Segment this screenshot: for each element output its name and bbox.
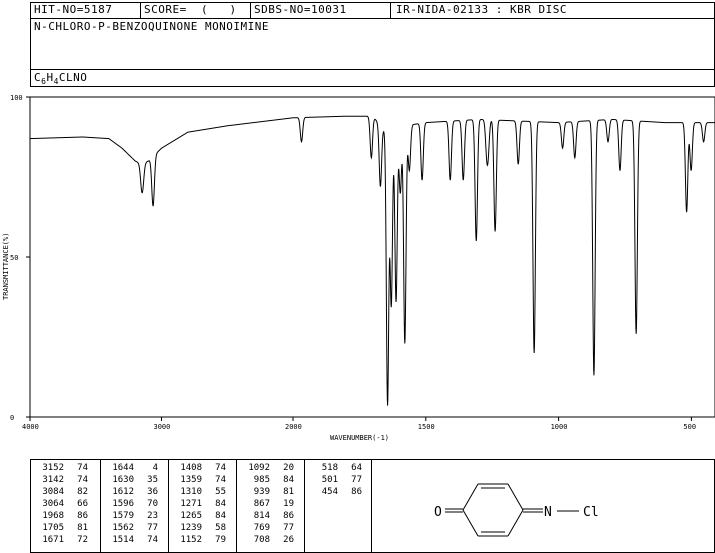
peak-transmittance: 23 (147, 511, 158, 521)
structure-diagram: O N Cl (434, 483, 599, 537)
x-tick-label: 4000 (22, 423, 39, 431)
header-divider-3 (390, 2, 391, 19)
peak-table-col-divider-5 (371, 459, 372, 553)
peak-transmittance: 82 (77, 487, 88, 497)
x-tick-label: 500 (683, 423, 696, 431)
peak-wavenumber: 3152 (42, 463, 64, 473)
peak-wavenumber: 1271 (180, 499, 202, 509)
peak-transmittance: 74 (147, 535, 158, 545)
score: SCORE= ( ) (144, 3, 237, 16)
peak-wavenumber: 1152 (180, 535, 202, 545)
peak-wavenumber: 1596 (112, 499, 134, 509)
peak-transmittance: 72 (77, 535, 88, 545)
peak-table-col-divider-3 (236, 459, 237, 553)
peak-wavenumber: 1265 (180, 511, 202, 521)
peak-transmittance: 79 (215, 535, 226, 545)
peak-wavenumber: 501 (321, 475, 338, 485)
y-tick-label: 50 (10, 254, 18, 262)
peak-wavenumber: 1359 (180, 475, 202, 485)
peak-transmittance: 26 (283, 535, 294, 545)
peak-transmittance: 20 (283, 463, 294, 473)
peak-wavenumber: 518 (321, 463, 338, 473)
hit-number: HIT-NO=5187 (34, 3, 113, 16)
x-axis-label: WAVENUMBER(-1) (330, 434, 389, 442)
ring-bond-4 (507, 509, 524, 537)
peak-wavenumber: 1671 (42, 535, 64, 545)
x-tick-label: 3000 (154, 423, 171, 431)
oxygen-atom-label: O (434, 505, 442, 520)
peak-wavenumber: 939 (253, 487, 270, 497)
peak-wavenumber: 1630 (112, 475, 134, 485)
ring-bond-3 (507, 483, 524, 511)
peak-wavenumber: 1408 (180, 463, 202, 473)
peak-transmittance: 55 (215, 487, 226, 497)
peak-transmittance: 74 (215, 475, 226, 485)
y-tick-label: 0 (10, 414, 14, 422)
peak-wavenumber: 1705 (42, 523, 64, 533)
peak-wavenumber: 867 (253, 499, 270, 509)
peak-transmittance: 74 (77, 475, 88, 485)
peak-transmittance: 77 (147, 523, 158, 533)
peak-wavenumber: 1644 (112, 463, 134, 473)
peak-transmittance: 84 (215, 499, 226, 509)
peak-transmittance: 84 (215, 511, 226, 521)
peak-transmittance: 66 (77, 499, 88, 509)
peak-wavenumber: 1562 (112, 523, 134, 533)
peak-transmittance: 70 (147, 499, 158, 509)
y-tick-label: 100 (10, 94, 23, 102)
peak-transmittance: 81 (77, 523, 88, 533)
peak-transmittance: 35 (147, 475, 158, 485)
peak-transmittance: 36 (147, 487, 158, 497)
peak-wavenumber: 1968 (42, 511, 64, 521)
header-divider-1 (140, 2, 141, 19)
peak-table-col-divider-1 (100, 459, 101, 553)
peak-wavenumber: 708 (253, 535, 270, 545)
peak-wavenumber: 1579 (112, 511, 134, 521)
chlorine-atom-label: Cl (583, 505, 599, 520)
peak-transmittance: 74 (77, 463, 88, 473)
peak-wavenumber: 454 (321, 487, 338, 497)
ring-bond-6 (462, 509, 479, 537)
peak-transmittance: 86 (77, 511, 88, 521)
nitrogen-atom-label: N (544, 505, 552, 520)
peak-wavenumber: 1612 (112, 487, 134, 497)
peak-wavenumber: 769 (253, 523, 270, 533)
y-axis-ticks: 0 50 100 (10, 94, 30, 422)
peak-wavenumber: 1092 (248, 463, 270, 473)
peak-wavenumber: 3064 (42, 499, 64, 509)
header-divider-2 (250, 2, 251, 19)
x-tick-label: 1000 (551, 423, 568, 431)
peak-transmittance: 58 (215, 523, 226, 533)
ir-spectrum-chart: 0 50 100 4000 3000 2000 1500 1000 500 WAVENUMBE… (2, 94, 715, 442)
peak-transmittance: 19 (283, 499, 294, 509)
peak-wavenumber: 814 (253, 511, 270, 521)
peak-table-col-divider-2 (168, 459, 169, 553)
x-tick-label: 2000 (285, 423, 302, 431)
peak-wavenumber: 1239 (180, 523, 202, 533)
ir-code: IR-NIDA-02133 : KBR DISC (396, 3, 567, 16)
peak-wavenumber: 1514 (112, 535, 134, 545)
y-axis-label: TRANSMITTANCE(%) (2, 233, 10, 300)
molecular-formula: C6H4CLNO (34, 71, 88, 87)
peak-transmittance: 84 (283, 475, 294, 485)
compound-name: N-CHLORO-P-BENZOQUINONE MONOIMINE (34, 20, 270, 33)
peak-transmittance: 4 (152, 463, 158, 473)
peak-transmittance: 86 (351, 487, 362, 497)
peak-transmittance: 77 (351, 475, 362, 485)
peak-wavenumber: 3142 (42, 475, 64, 485)
peak-transmittance: 77 (283, 523, 294, 533)
peak-transmittance: 86 (283, 511, 294, 521)
x-tick-label: 1500 (418, 423, 435, 431)
peak-wavenumber: 1310 (180, 487, 202, 497)
peak-wavenumber: 985 (253, 475, 270, 485)
peak-transmittance: 64 (351, 463, 362, 473)
peak-transmittance: 81 (283, 487, 294, 497)
spectrum-line (30, 115, 715, 406)
x-axis-ticks: 4000 3000 2000 1500 1000 500 (22, 417, 696, 431)
ring-bond-1 (462, 483, 479, 511)
peak-transmittance: 74 (215, 463, 226, 473)
sdbs-number: SDBS-NO=10031 (254, 3, 347, 16)
peak-wavenumber: 3084 (42, 487, 64, 497)
peak-table-col-divider-4 (304, 459, 305, 553)
